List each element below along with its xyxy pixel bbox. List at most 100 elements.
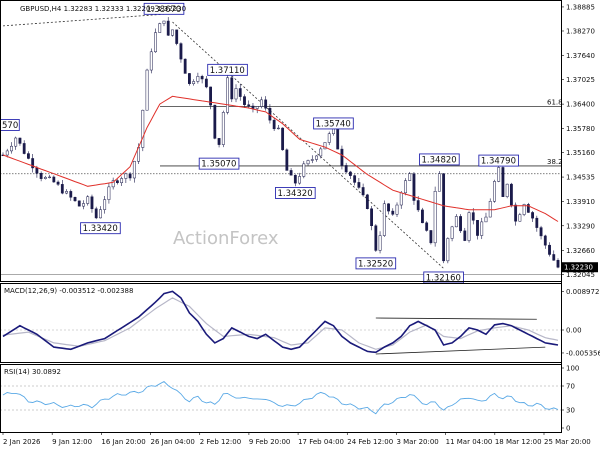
candle-body [162,20,166,24]
candle-body [65,191,68,194]
candle-body [255,106,259,109]
candle-body [238,88,242,97]
price-label: 1.38670 [146,5,181,15]
candle-body [374,225,378,251]
candle-body [493,181,496,202]
candle-body [370,208,373,227]
candle-body [158,23,162,33]
watermark: ActionForex [173,228,279,249]
candle-body [264,99,268,109]
x-tick-label: 9 Feb 20:00 [249,438,290,446]
candle-body [552,254,556,261]
candle-body [251,105,255,109]
candle-body [323,142,327,150]
price-label-box [143,2,185,15]
candle-body [22,143,26,154]
candle-body [480,221,484,236]
candle-body [446,238,450,262]
candle-body [52,176,56,183]
candle-body [310,159,314,161]
candle-body [243,96,246,105]
candle-body [56,181,60,185]
candle-body [272,119,276,130]
price-label: 1.34320 [277,189,312,199]
candle-body [200,76,204,80]
candle-body [306,160,310,165]
macd-trendline [375,346,546,355]
x-axis: 2 Jan 2026 9 Jan 12:00 16 Jan 20:00 26 Jan … [2,432,591,446]
y-tick-label: 1.37640 [566,52,595,60]
panel-frame [0,283,562,363]
candle-body [183,58,187,74]
candle-body [120,178,124,184]
candle-body [501,167,505,197]
candle-body [14,137,18,147]
price-label: 1.35740 [316,119,351,129]
candle-body [128,173,132,179]
candle-body [416,200,420,211]
candle-body [378,235,382,251]
candle-body [404,180,407,194]
y-tick-label: 1.32660 [566,247,595,255]
candle-body [526,204,530,213]
candle-body [488,201,492,218]
candle-body [5,150,9,156]
candle-body [48,176,52,179]
candle-body [188,73,191,84]
macd-panel: 0.008972 0.00 -0.005356 [0,288,600,357]
price-label: 1.34820 [422,155,457,165]
macd-trendline [375,317,537,320]
candle-body [514,204,518,222]
candle-body [175,29,179,44]
candle-body [509,183,513,206]
x-tick-label: 25 Mar 20:00 [544,438,591,446]
x-tick-label: 18 Mar 12:00 [495,438,542,446]
candle-body [327,133,331,143]
candle-body [94,208,98,219]
x-tick-label: 2 Jan 2026 [3,438,41,446]
candle-body [171,29,174,36]
candle-body [99,209,102,219]
candle-body [382,203,386,236]
candle-body [463,230,467,241]
y-tick-label: 1.33290 [566,222,595,230]
rsi-line [2,380,559,415]
y-tick-label: 0.008972 [566,288,599,296]
last-price-label: 1.32230 [564,264,593,272]
rsi-panel: 100 70 30 0 [0,365,579,433]
y-tick-label: 1.38885 [566,3,595,11]
candle-body [365,194,369,209]
price-title: GBPUSD,H4 1.32283 1.32333 1.32209 1.3223… [20,5,186,13]
price-label: 1.32160 [426,273,461,283]
candle-body [319,148,323,157]
candle-body [260,99,263,107]
y-tick-label: 0 [566,425,570,433]
candle-body [166,20,170,36]
candle-body [412,173,416,201]
candle-body [247,104,251,107]
price-label-box [478,154,519,167]
candle-body [43,176,47,179]
x-tick-label: 3 Mar 20:00 [396,438,438,446]
price-label-box [80,222,121,235]
candle-body [348,171,352,176]
y-tick-label: 0.00 [566,327,582,335]
price-label-box [0,119,20,131]
candle-body [145,69,149,111]
y-tick-label: 1.38270 [566,27,595,35]
candle-body [276,127,280,130]
price-label-box [423,271,464,284]
candle-body [18,137,22,144]
trendline [2,13,165,27]
y-tick-label: 100 [566,365,579,373]
candle-body [285,149,289,171]
candle-body [230,77,234,100]
y-tick-label: 1.32045 [566,271,595,279]
y-tick-label: -0.005356 [566,349,600,357]
x-tick-label: 17 Feb 04:00 [298,438,344,446]
candle-body [154,32,157,53]
candle-body [124,173,128,179]
panel-frame [0,364,562,433]
candle-body [196,76,200,82]
